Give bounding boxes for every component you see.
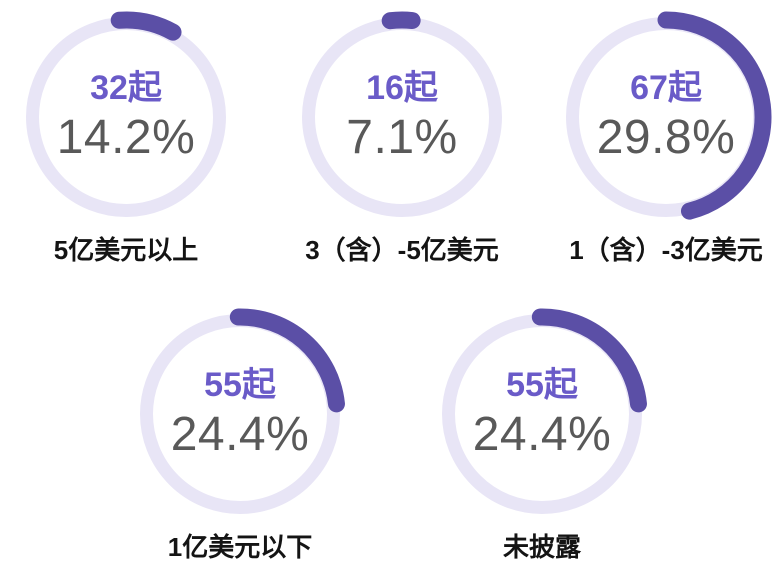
donut-face (26, 17, 226, 217)
donut-ring (140, 308, 345, 514)
donut-card: 16起 7.1% 3（含）-5亿美元 (282, 11, 522, 273)
donut-face (140, 314, 340, 514)
category-label: 未披露 (502, 532, 581, 562)
donut-ring (302, 11, 502, 217)
percent-label: 24.4% (170, 408, 310, 461)
donut-progress-arc (531, 308, 647, 413)
category-label: 5亿美元以上 (53, 235, 199, 265)
percent-label: 7.1% (346, 111, 458, 164)
count-label: 67起 (630, 69, 702, 107)
count-label: 55起 (204, 366, 276, 404)
category-label: 1亿美元以下 (167, 532, 313, 562)
donut-card: 55起 24.4% 未披露 (422, 308, 662, 570)
donut-ring (26, 11, 226, 217)
percent-label: 29.8% (596, 111, 736, 164)
donut-progress-arc (381, 11, 421, 30)
donut-progress-arc (657, 11, 772, 220)
donut-ring (442, 308, 647, 514)
count-label: 55起 (506, 366, 578, 404)
donut-progress-arc (110, 11, 182, 41)
donut-card: 55起 24.4% 1亿美元以下 (120, 308, 360, 570)
donut-ring (566, 11, 772, 220)
count-label: 32起 (90, 69, 162, 107)
donut-face (302, 17, 502, 217)
category-label: 1（含）-3亿美元 (569, 235, 763, 265)
donut-card: 67起 29.8% 1（含）-3亿美元 (546, 11, 783, 273)
donut-face (442, 314, 642, 514)
percent-label: 24.4% (472, 408, 612, 461)
category-label: 3（含）-5亿美元 (305, 235, 499, 265)
donut-progress-arc (229, 308, 345, 413)
percent-label: 14.2% (56, 111, 196, 164)
count-label: 16起 (366, 69, 438, 107)
donut-face (566, 17, 766, 217)
donut-card: 32起 14.2% 5亿美元以上 (6, 11, 246, 273)
